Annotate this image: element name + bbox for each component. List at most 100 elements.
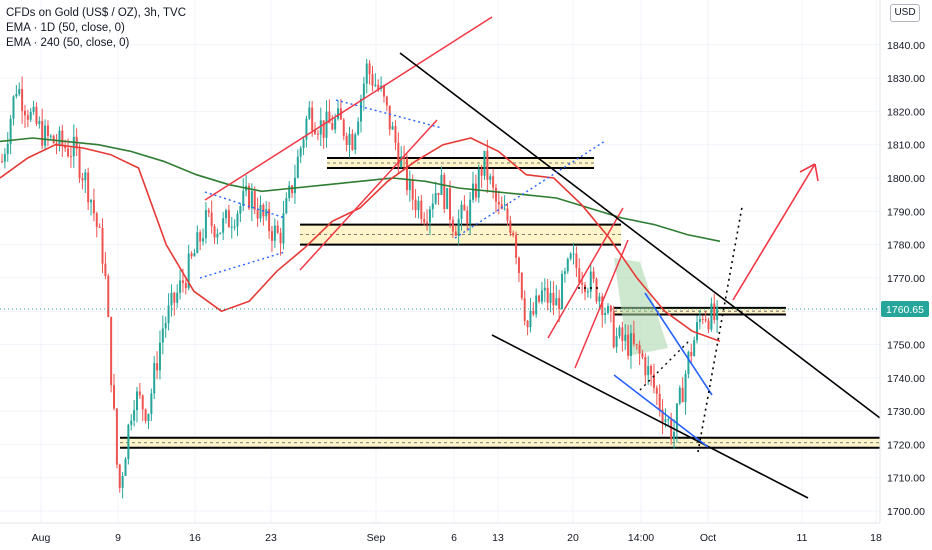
y-tick-label: 1740.00 — [887, 373, 925, 385]
red-flag-line-2 — [574, 239, 629, 369]
candle-body — [308, 107, 311, 119]
x-tick-label: 18 — [870, 532, 882, 544]
candle-body — [598, 296, 601, 302]
candle-body — [509, 220, 512, 233]
candle-body — [230, 226, 233, 228]
candle-body — [641, 353, 644, 358]
candle-body — [635, 344, 638, 346]
candle-body — [681, 387, 684, 403]
candle-body — [90, 200, 93, 203]
candle-body — [716, 306, 719, 320]
candle-body — [184, 282, 187, 289]
candle-body — [302, 139, 305, 149]
x-tick-label: 16 — [189, 532, 201, 544]
x-tick-label: Aug — [32, 532, 51, 544]
legend-title: CFDs on Gold (US$ / OZ), 3h, TVC — [6, 7, 187, 19]
candle-body — [368, 63, 371, 75]
candle-body — [558, 298, 561, 310]
trendline-drawings — [199, 16, 881, 499]
candle-body — [632, 333, 635, 345]
candle-body — [325, 111, 328, 138]
candle-body — [256, 209, 259, 219]
candle-body — [311, 107, 314, 131]
candle-body — [351, 133, 354, 150]
price-axis: 1700.00 1710.00 1720.00 1730.00 1740.00 1750.… — [879, 0, 932, 550]
price-badge-label: 1760.65 — [886, 304, 924, 316]
candle-body — [319, 120, 322, 135]
candle-body — [627, 334, 630, 356]
candle-body — [589, 271, 592, 292]
candle-body — [164, 323, 167, 329]
candle-body — [95, 213, 98, 227]
candle-body — [595, 278, 598, 302]
candle-body — [606, 305, 609, 313]
candle-body — [285, 198, 288, 214]
candle-body — [357, 121, 360, 135]
x-tick-label: Sep — [367, 532, 386, 544]
price-badge-bg — [881, 301, 929, 318]
candle-body — [538, 295, 541, 302]
candle-body — [549, 292, 552, 303]
candle-body — [555, 298, 558, 306]
candle-body — [337, 108, 340, 119]
candle-body — [18, 88, 21, 94]
ema-fast-line — [0, 137, 721, 342]
candle-body — [658, 393, 661, 410]
candle-body — [291, 185, 294, 194]
currency-button[interactable]: USD — [890, 4, 920, 22]
candle-body — [12, 96, 15, 119]
candle-body — [193, 253, 196, 257]
candle-body — [500, 204, 503, 209]
black-downtrend-upper — [399, 52, 881, 419]
candle-body — [58, 130, 61, 146]
candle-body — [233, 226, 236, 228]
candle-body — [417, 200, 420, 211]
candle-body — [121, 475, 124, 488]
candle-body — [98, 226, 101, 228]
candle-body — [460, 204, 463, 219]
candle-body — [84, 172, 87, 181]
candle-body — [443, 174, 446, 209]
candle-body — [118, 464, 121, 488]
candle-body — [704, 319, 707, 321]
candle-body — [609, 305, 612, 312]
candle-body — [331, 123, 334, 130]
candle-body — [156, 363, 159, 371]
candle-body — [586, 291, 589, 293]
candle-body — [239, 205, 242, 214]
candle-body — [1, 161, 3, 163]
candle-body — [463, 204, 466, 211]
candle-body — [529, 310, 532, 328]
candle-body — [110, 316, 113, 386]
candle-body — [701, 318, 704, 320]
candle-body — [101, 227, 104, 264]
candle-body — [670, 419, 673, 440]
candle-body — [259, 204, 262, 219]
black-dotted-projection — [697, 206, 743, 453]
candle-body — [423, 219, 426, 223]
candle-body — [690, 351, 693, 357]
candle-body — [535, 295, 538, 315]
y-tick-label: 1790.00 — [887, 206, 925, 218]
candle-body — [46, 125, 49, 136]
candle-body — [601, 296, 604, 315]
candle-body — [403, 156, 406, 159]
candle-body — [202, 238, 205, 242]
candle-body — [207, 210, 210, 213]
candle-body — [673, 431, 676, 440]
candle-body — [348, 133, 351, 145]
ema-slow-line — [0, 137, 721, 243]
candle-body — [78, 148, 81, 179]
candle-body — [707, 320, 710, 330]
candle-body — [153, 363, 156, 394]
candle-body — [135, 391, 138, 411]
candle-body — [138, 391, 141, 396]
candle-body — [497, 201, 500, 205]
candle-body — [81, 178, 84, 181]
red-projection-arrow — [732, 163, 816, 301]
candle-body — [615, 336, 618, 348]
candle-body — [561, 273, 564, 310]
candle-body — [279, 232, 282, 244]
candle-body — [268, 209, 271, 232]
